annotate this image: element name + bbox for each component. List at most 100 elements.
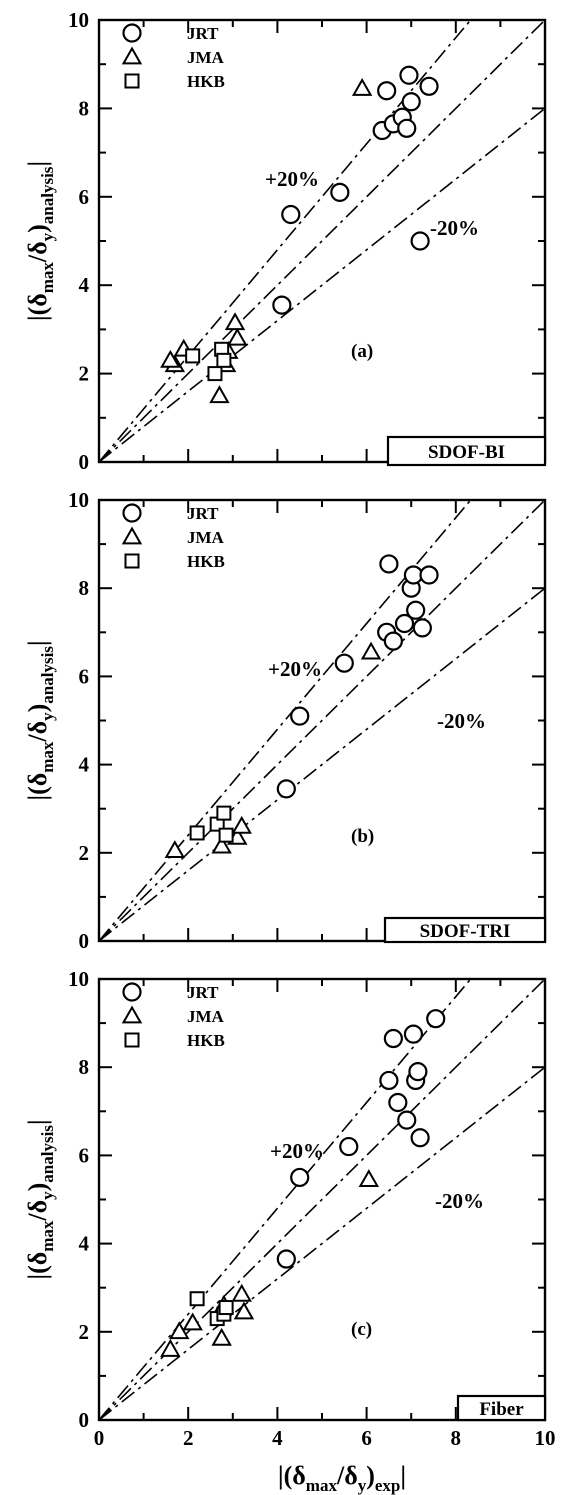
data-point-jma bbox=[209, 385, 230, 404]
band-label-plus20: +20% bbox=[268, 657, 322, 681]
legend-label: HKB bbox=[187, 72, 225, 91]
data-point-jrt bbox=[290, 706, 310, 726]
x-tick-label: 10 bbox=[535, 1426, 556, 1450]
reference-line-one-to-one bbox=[99, 20, 545, 462]
data-point-hkb bbox=[218, 827, 234, 843]
legend-label: JMA bbox=[187, 1007, 225, 1026]
data-point-jrt bbox=[406, 600, 426, 620]
data-point-hkb bbox=[207, 366, 223, 382]
data-point-jrt bbox=[394, 613, 415, 634]
legend-label: JMA bbox=[187, 528, 225, 547]
model-label-box bbox=[386, 435, 547, 467]
y-axis-title: |(δmax/δy)analysis| bbox=[23, 1119, 57, 1279]
y-tick-label: 10 bbox=[68, 967, 89, 991]
y-tick-label: 0 bbox=[79, 450, 90, 474]
y-tick-label: 0 bbox=[79, 1408, 90, 1432]
band-label-minus20: -20% bbox=[430, 216, 479, 240]
data-point-jrt bbox=[339, 1136, 359, 1157]
legend: JRT JMA HKB bbox=[121, 503, 225, 571]
y-tick-label: 4 bbox=[79, 753, 90, 777]
panel-tag: (c) bbox=[351, 1319, 372, 1340]
y-tick-label: 4 bbox=[79, 1232, 90, 1256]
data-point-jrt bbox=[334, 653, 354, 673]
band-label-plus20: +20% bbox=[270, 1139, 324, 1163]
data-point-jrt bbox=[399, 65, 419, 85]
data-point-jrt bbox=[383, 631, 403, 651]
series-hkb bbox=[189, 805, 234, 843]
data-point-jrt bbox=[397, 1110, 417, 1130]
legend-marker-hkb bbox=[124, 73, 140, 89]
reference-line-plus20 bbox=[99, 500, 472, 941]
data-point-jrt bbox=[397, 118, 417, 138]
data-point-jrt bbox=[290, 1167, 310, 1188]
data-point-jma bbox=[160, 1338, 181, 1357]
y-tick-label: 8 bbox=[79, 96, 90, 120]
x-tick-label: 2 bbox=[183, 1426, 194, 1450]
legend-marker-jma bbox=[121, 1005, 143, 1024]
band-label-plus20: +20% bbox=[265, 167, 319, 191]
data-point-jma bbox=[227, 327, 248, 346]
data-point-jrt bbox=[403, 565, 424, 585]
y-tick-label: 10 bbox=[68, 488, 89, 512]
chart-panel-3: 0 2 4 6 8 10 0 2 4 6 8 10 |(δmax/δy)exp| |(δmax/δy)an… bbox=[23, 967, 556, 1495]
legend-marker-jrt bbox=[122, 982, 142, 1002]
y-tick-label: 8 bbox=[79, 1055, 90, 1079]
x-tick-label: 6 bbox=[361, 1426, 372, 1450]
legend-marker-hkb bbox=[124, 553, 140, 569]
data-point-jma bbox=[164, 840, 186, 858]
y-tick-label: 2 bbox=[79, 841, 90, 865]
data-point-jrt bbox=[379, 1070, 399, 1091]
y-tick-label: 6 bbox=[79, 185, 90, 209]
model-label-box bbox=[383, 916, 547, 944]
legend-label: JRT bbox=[187, 983, 219, 1002]
y-tick-label: 6 bbox=[79, 664, 90, 688]
legend: JRT JMA HKB bbox=[121, 23, 225, 91]
y-tick-label: 6 bbox=[79, 1143, 90, 1167]
reference-line-one-to-one bbox=[99, 979, 545, 1420]
y-tick-label: 10 bbox=[68, 8, 89, 32]
data-point-jrt bbox=[377, 81, 397, 101]
x-tick-label: 0 bbox=[94, 1426, 105, 1450]
band-label-minus20: -20% bbox=[435, 1189, 484, 1213]
panel-tag: (a) bbox=[351, 341, 373, 362]
data-point-hkb bbox=[185, 348, 201, 364]
reference-line-minus20 bbox=[99, 107, 545, 462]
data-point-jrt bbox=[272, 295, 292, 315]
model-label-box bbox=[456, 1394, 547, 1422]
series-jrt bbox=[276, 554, 439, 799]
legend-marker-hkb bbox=[124, 1032, 140, 1048]
x-axis-title: |(δmax/δy)exp| bbox=[278, 1461, 406, 1495]
data-point-jma bbox=[233, 1301, 255, 1320]
data-point-jrt bbox=[276, 1249, 296, 1269]
data-point-jma bbox=[231, 815, 252, 834]
chart-panel-2: 0 2 4 6 8 10 |(δmax/δy)analysis| JRT JMA HKB +20% -… bbox=[23, 488, 547, 953]
data-point-jma bbox=[169, 1321, 190, 1340]
panel-tag: (b) bbox=[351, 826, 374, 847]
model-label: SDOF-BI bbox=[428, 442, 505, 463]
data-point-jrt bbox=[412, 618, 432, 638]
y-tick-label: 2 bbox=[79, 1320, 90, 1344]
data-point-jma bbox=[351, 77, 373, 96]
legend-marker-jma bbox=[121, 46, 143, 65]
data-point-jrt bbox=[379, 554, 399, 574]
data-point-jrt bbox=[419, 565, 439, 585]
data-point-jrt bbox=[426, 1009, 446, 1029]
y-tick-label: 0 bbox=[79, 929, 90, 953]
data-point-jrt bbox=[401, 92, 421, 112]
data-point-jma bbox=[211, 835, 232, 854]
y-tick-label: 4 bbox=[79, 273, 90, 297]
reference-line-one-to-one bbox=[99, 500, 545, 941]
data-point-jma bbox=[160, 349, 181, 368]
x-tick-label: 8 bbox=[451, 1426, 462, 1450]
data-point-jma bbox=[231, 1283, 252, 1302]
chart-panel-1: 0 2 4 6 8 10 |(δmax/δy)analysis| JRT JMA HKB +20% -… bbox=[23, 8, 547, 474]
legend-marker-jrt bbox=[122, 503, 142, 523]
data-point-jma bbox=[358, 1169, 380, 1188]
legend-label: JRT bbox=[187, 24, 219, 43]
data-point-jrt bbox=[408, 1062, 428, 1082]
data-point-jrt bbox=[388, 1092, 408, 1113]
y-axis-title: |(δmax/δy)analysis| bbox=[23, 161, 57, 321]
data-point-hkb bbox=[218, 1300, 234, 1316]
y-tick-label: 8 bbox=[79, 576, 90, 600]
data-point-hkb bbox=[189, 1291, 205, 1307]
